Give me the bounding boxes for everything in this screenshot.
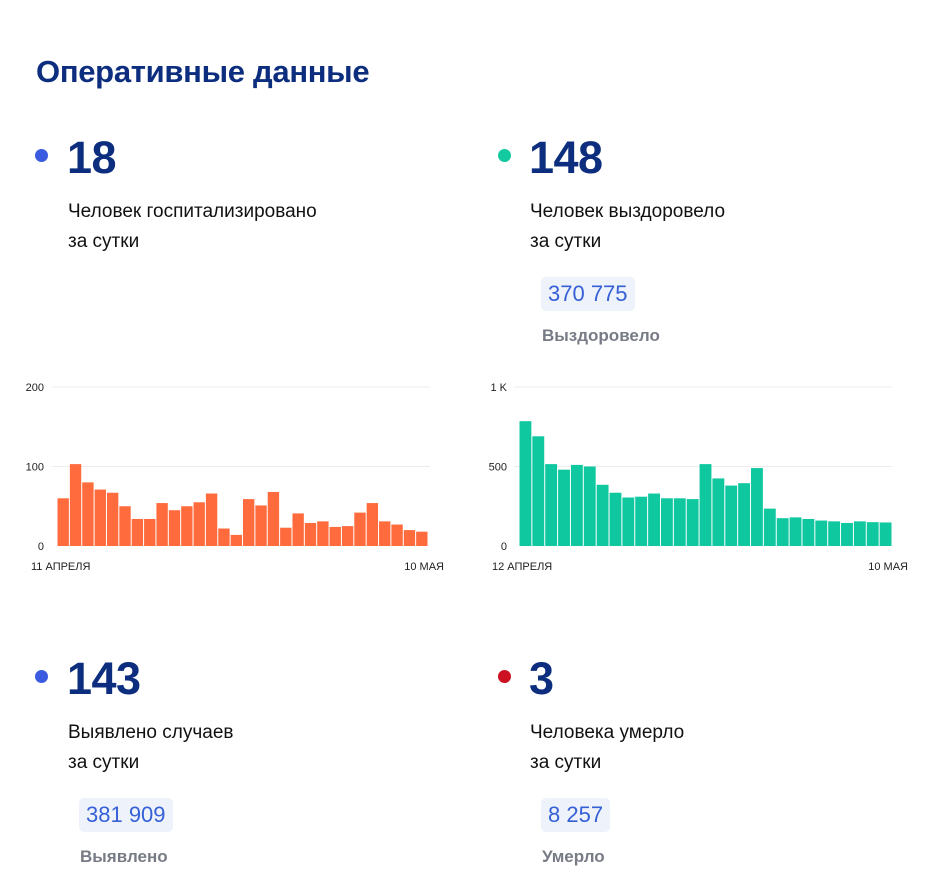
recovered-chart-x-start-label: 12 АПРЕЛЯ xyxy=(492,561,552,573)
hospitalized-chart-bar[interactable] xyxy=(403,530,416,546)
hospitalized-chart-bar[interactable] xyxy=(379,521,391,546)
cases-desc-line2: за сутки xyxy=(68,752,140,773)
recovered-desc-line1: Человек выздоровело xyxy=(530,201,726,222)
hospitalized-chart-bar[interactable] xyxy=(341,526,354,546)
hospitalized-chart-bar[interactable] xyxy=(230,534,242,546)
cases-total: 381 909 xyxy=(79,798,173,832)
hospitalized-chart-bar[interactable] xyxy=(391,524,403,546)
recovered-chart-ytick-label: 1 K xyxy=(490,382,507,394)
hospitalized-chart-bar[interactable] xyxy=(255,505,267,546)
hospitalized-chart-ytick-label: 200 xyxy=(26,382,44,394)
recovered-chart-bar[interactable] xyxy=(802,518,815,546)
recovered-chart-bar[interactable] xyxy=(841,522,853,546)
hospitalized-chart-bar[interactable] xyxy=(366,503,379,546)
deaths-total: 8 257 xyxy=(541,798,611,832)
recovered-total-label: Выздоровело xyxy=(542,326,660,345)
recovered-chart-bar[interactable] xyxy=(545,464,558,546)
recovered-chart-ytick-label: 500 xyxy=(489,462,507,474)
recovered-chart-bar[interactable] xyxy=(815,520,828,546)
deaths-value: 3 xyxy=(529,653,554,704)
hospitalized-chart-bar[interactable] xyxy=(329,526,341,546)
hospitalized-chart-bar[interactable] xyxy=(106,492,119,546)
recovered-chart-bar[interactable] xyxy=(673,498,686,546)
recovered-chart-bar[interactable] xyxy=(699,464,712,546)
hospitalized-chart-bar[interactable] xyxy=(57,498,69,546)
recovered-chart-bar[interactable] xyxy=(558,469,570,546)
hospitalized-chart-bar[interactable] xyxy=(94,489,106,546)
recovered-chart-bar[interactable] xyxy=(712,478,725,546)
recovered-dot-icon xyxy=(498,149,511,162)
hospitalized-chart-bar[interactable] xyxy=(354,512,366,546)
page-title: Оперативные данные xyxy=(36,54,370,89)
recovered-chart-bar[interactable] xyxy=(789,517,802,546)
recovered-chart-bar[interactable] xyxy=(725,485,738,546)
recovered-chart-bar[interactable] xyxy=(660,498,673,546)
hospitalized-value: 18 xyxy=(67,132,117,183)
recovered-chart-bar[interactable] xyxy=(622,497,635,546)
hospitalized-chart-bar[interactable] xyxy=(181,506,193,546)
hospitalized-chart-bar[interactable] xyxy=(131,518,144,546)
recovered-chart-bar[interactable] xyxy=(570,464,583,546)
deaths-total-label: Умерло xyxy=(542,847,605,866)
hospitalized-chart-x-start-label: 11 АПРЕЛЯ xyxy=(31,561,90,573)
hospitalized-chart-bar[interactable] xyxy=(243,499,255,546)
deaths-dot-icon xyxy=(498,670,511,683)
recovered-chart-bar[interactable] xyxy=(738,483,751,546)
hospitalized-chart-bar[interactable] xyxy=(168,510,181,546)
hospitalized-chart-bar[interactable] xyxy=(205,493,218,546)
recovered-total: 370 775 xyxy=(541,277,635,311)
cases-total-label: Выявлено xyxy=(80,847,168,866)
recovered-chart: 0 500 1 K 12 АПРЕЛЯ 10 МАЯ xyxy=(489,382,908,573)
recovered-chart-bar[interactable] xyxy=(635,496,648,546)
hospitalized-chart-bar[interactable] xyxy=(317,521,329,546)
hospitalized-chart-bar[interactable] xyxy=(119,506,131,546)
hospitalized-chart-bar[interactable] xyxy=(69,464,82,546)
recovered-chart-bar[interactable] xyxy=(532,436,545,546)
recovered-chart-x-end-label: 10 МАЯ xyxy=(868,561,908,573)
recovered-chart-ytick-label: 0 xyxy=(501,541,507,553)
recovered-desc-line2: за сутки xyxy=(530,231,602,252)
recovered-value: 148 xyxy=(529,132,603,183)
recovered-chart-bar[interactable] xyxy=(686,499,699,546)
hospitalized-chart-bar[interactable] xyxy=(144,518,156,546)
hospitalized-chart-bar[interactable] xyxy=(304,522,317,546)
hospitalized-chart-bar[interactable] xyxy=(280,527,292,546)
recovered-chart-bar[interactable] xyxy=(866,522,879,546)
recovered-chart-bar[interactable] xyxy=(648,493,660,546)
recovered-chart-bar[interactable] xyxy=(751,468,763,546)
recovered-chart-bar[interactable] xyxy=(596,484,609,546)
cases-dot-icon xyxy=(35,670,48,683)
hospitalized-chart-bar[interactable] xyxy=(82,482,94,546)
hospitalized-chart-bar[interactable] xyxy=(292,513,304,546)
hospitalized-chart: 0 100 200 11 АПРЕЛЯ 10 МАЯ xyxy=(26,382,444,573)
recovered-chart-bar[interactable] xyxy=(776,518,789,546)
hospitalized-chart-bar[interactable] xyxy=(416,531,428,546)
recovered-chart-bar[interactable] xyxy=(828,521,841,546)
hospitalized-chart-bar[interactable] xyxy=(193,502,205,546)
hospitalized-chart-bar[interactable] xyxy=(156,503,168,546)
cases-value: 143 xyxy=(67,653,141,704)
recovered-chart-bar[interactable] xyxy=(853,521,866,546)
hospitalized-chart-ytick-label: 0 xyxy=(38,541,44,553)
hospitalized-chart-x-end-label: 10 МАЯ xyxy=(404,561,444,573)
deaths-desc-line1: Человека умерло xyxy=(530,722,685,743)
hospitalized-desc-line2: за сутки xyxy=(68,231,140,252)
recovered-chart-bar[interactable] xyxy=(609,492,622,546)
deaths-desc-line2: за сутки xyxy=(530,752,602,773)
cases-desc-line1: Выявлено случаев xyxy=(68,722,234,743)
hospitalized-desc-line1: Человек госпитализировано xyxy=(68,201,317,222)
recovered-chart-bar[interactable] xyxy=(583,466,596,547)
hospitalized-chart-ytick-label: 100 xyxy=(26,462,44,474)
hospitalized-chart-bar[interactable] xyxy=(267,491,280,546)
recovered-chart-bar[interactable] xyxy=(763,508,776,546)
recovered-chart-bar[interactable] xyxy=(519,421,532,546)
hospitalized-dot-icon xyxy=(35,149,48,162)
hospitalized-chart-bar[interactable] xyxy=(218,528,230,546)
recovered-chart-bar[interactable] xyxy=(879,522,892,546)
